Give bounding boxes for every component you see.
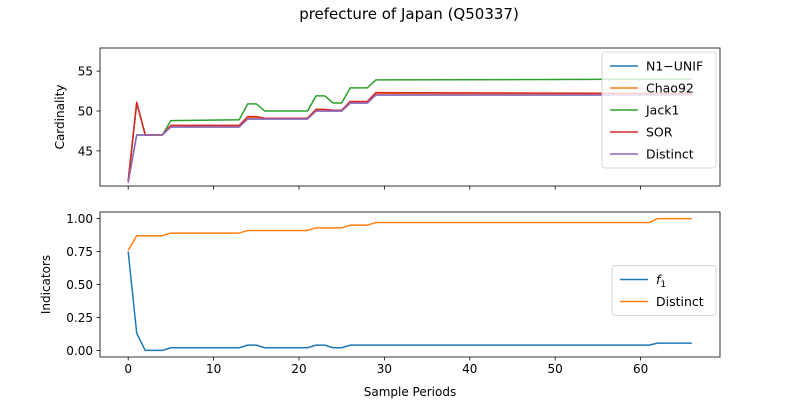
x-tick-label: 10 bbox=[206, 362, 221, 376]
figure-title: prefecture of Japan (Q50337) bbox=[299, 5, 519, 23]
y-axis-label: Indicators bbox=[39, 255, 53, 314]
legend-label: Chao92 bbox=[646, 81, 694, 96]
legend-label: N1−UNIF bbox=[646, 59, 703, 74]
axes-frame bbox=[99, 47, 721, 187]
x-tick-label: 30 bbox=[377, 362, 392, 376]
legend-label: f1 bbox=[656, 272, 666, 290]
legend-label: Jack1 bbox=[645, 103, 679, 118]
legend-box bbox=[601, 51, 717, 169]
y-tick-label: 0.50 bbox=[66, 278, 93, 292]
x-tick-label: 20 bbox=[291, 362, 306, 376]
cardinality-axes: 45 50 55 Cardinality N1−UNIF Chao92 Jack1 SOR Di… bbox=[53, 47, 721, 190]
x-tick-label: 0 bbox=[124, 362, 132, 376]
y-tick-label: 0.25 bbox=[66, 311, 93, 325]
series-line-0-4 bbox=[127, 94, 692, 183]
x-tick-label: 50 bbox=[548, 362, 563, 376]
x-tick-label: 60 bbox=[633, 362, 648, 376]
y-tick-label: 0.00 bbox=[66, 344, 93, 358]
x-tick-label: 40 bbox=[462, 362, 477, 376]
legend: N1−UNIF Chao92 Jack1 SOR Distinct bbox=[601, 51, 717, 169]
y-tick-label: 55 bbox=[78, 65, 93, 79]
y-axis-label: Cardinality bbox=[53, 85, 67, 150]
legend-box bbox=[611, 265, 717, 316]
y-tick-label: 45 bbox=[78, 144, 93, 158]
indicators-axes: 0 10 20 30 40 50 60 0.00 0.25 0.50 0.75 1.00 Indicat… bbox=[39, 211, 721, 399]
y-tick-label: 1.00 bbox=[66, 212, 93, 226]
y-tick-label: 50 bbox=[78, 105, 93, 119]
legend-label: Distinct bbox=[656, 294, 704, 309]
x-axis-label: Sample Periods bbox=[364, 385, 456, 399]
series-line-1-1 bbox=[127, 217, 692, 251]
series-line-1-0 bbox=[127, 251, 692, 352]
legend-label: Distinct bbox=[646, 147, 694, 162]
legend-label: SOR bbox=[646, 125, 673, 140]
y-tick-label: 0.75 bbox=[66, 245, 93, 259]
legend: f1 Distinct bbox=[611, 265, 717, 316]
